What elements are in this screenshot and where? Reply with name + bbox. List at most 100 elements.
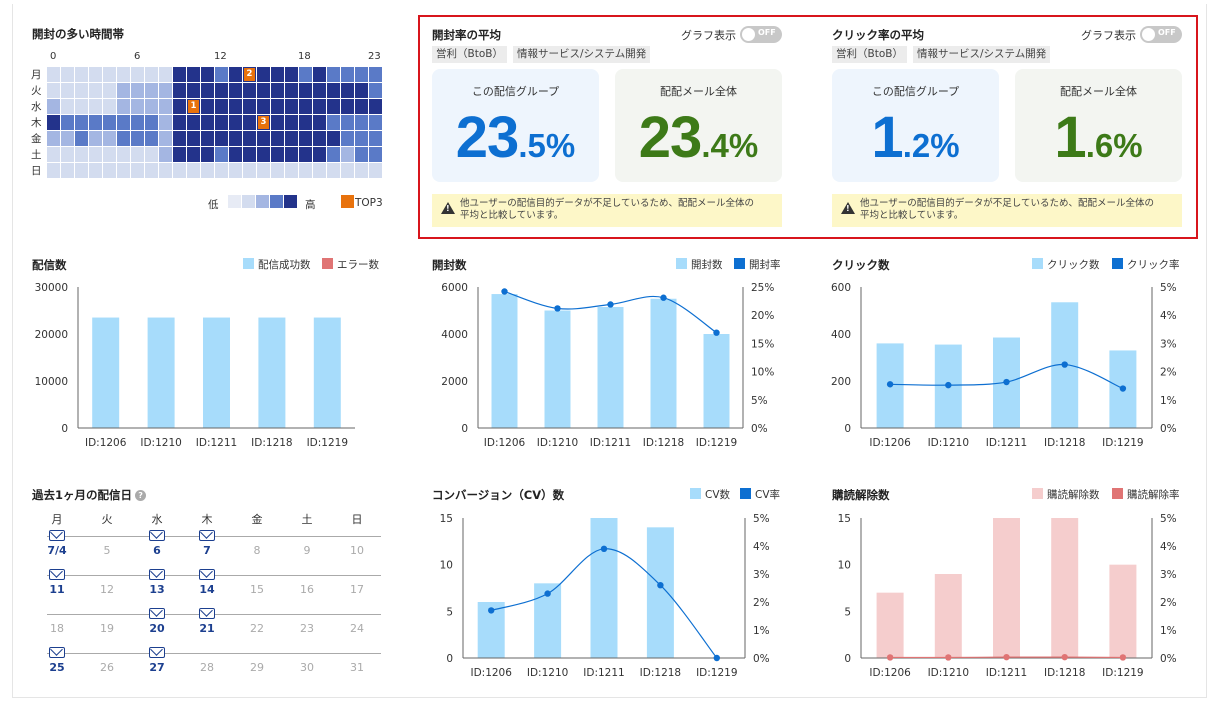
bar <box>650 298 677 428</box>
heatmap-cell <box>145 131 158 146</box>
card-label: 配配メール全体 <box>660 85 737 98</box>
calendar-day[interactable]: 6 <box>153 544 161 557</box>
calendar-day[interactable]: 7/4 <box>47 544 67 557</box>
industry-tag: 情報サービス/システム開発 <box>913 46 1051 63</box>
open-all-card: 配配メール全体 23.4% <box>615 69 782 182</box>
y-tick-label: 2000 <box>441 376 468 388</box>
heatmap-cell <box>47 99 60 114</box>
heatmap-cell <box>131 83 144 98</box>
y-tick-label: 0 <box>844 423 851 435</box>
heatmap-cell <box>89 131 102 146</box>
click-graph-toggle[interactable]: OFF <box>1140 26 1182 43</box>
heatmap-cell <box>145 147 158 162</box>
rate-point <box>945 654 952 661</box>
calendar-day: 8 <box>253 544 261 557</box>
calendar-day: 10 <box>350 544 364 557</box>
calendar-day[interactable]: 13 <box>149 583 165 596</box>
calendar-day[interactable]: 20 <box>149 622 165 635</box>
heatmap-cell <box>215 147 228 162</box>
y-tick-label: 30000 <box>35 282 68 294</box>
x-tick-label: ID:1211 <box>590 437 631 449</box>
card-label: この配信グループ <box>471 85 560 98</box>
x-tick-label: ID:1211 <box>583 667 624 679</box>
y2-tick-label: 3% <box>1160 569 1177 581</box>
cv-chart: 0 5 10 15 0% 1% 2% 3% 4% 5% ID:1206 ID:1210 ID:1211 I… <box>440 513 770 679</box>
y2-tick-label: 5% <box>1160 282 1177 294</box>
calendar-weekday: 水 <box>151 513 163 526</box>
heatmap-cell <box>285 131 298 146</box>
heatmap-cell <box>75 131 88 146</box>
heatmap-cell <box>75 115 88 130</box>
y2-tick-label: 2% <box>1160 367 1177 379</box>
open-group-card: この配信グループ 23.5% <box>432 69 599 182</box>
bar <box>147 317 175 428</box>
mail-icon[interactable] <box>199 530 215 541</box>
warning-icon <box>441 202 455 215</box>
heatmap-cell <box>271 131 284 146</box>
x-tick-label: ID:1218 <box>643 437 684 449</box>
help-icon[interactable]: ? <box>135 490 147 501</box>
mail-icon[interactable] <box>49 569 65 580</box>
heatmap-cell <box>187 115 200 130</box>
y-tick-label: 0 <box>844 653 851 665</box>
heatmap-cell <box>117 147 130 162</box>
x-tick-label: ID:1219 <box>696 667 737 679</box>
y-tick-label: 5 <box>446 606 453 618</box>
mail-icon[interactable] <box>149 530 165 541</box>
calendar-day[interactable]: 14 <box>199 583 215 596</box>
heatmap-cell <box>327 83 340 98</box>
heatmap-cell <box>369 115 382 130</box>
click-all-card: 配配メール全体 1.6% <box>1015 69 1182 182</box>
heatmap-cell <box>243 131 256 146</box>
x-tick-label: ID:1219 <box>307 437 348 449</box>
x-tick-label: ID:1210 <box>537 437 578 449</box>
y2-tick-label: 0% <box>1160 653 1177 665</box>
y2-tick-label: 4% <box>1160 541 1177 553</box>
heatmap-title: 開封の多い時間帯 <box>32 27 124 41</box>
toggle-text: OFF <box>1158 28 1176 37</box>
calendar-weekday: 金 <box>251 513 263 526</box>
heatmap-cell <box>159 115 172 130</box>
heatmap-cell <box>271 163 284 178</box>
x-tick-label: ID:1211 <box>986 437 1027 449</box>
mail-icon[interactable] <box>149 569 165 580</box>
heatmap-cell <box>61 163 74 178</box>
y-tick-label: 15 <box>440 513 453 525</box>
heatmap-cell <box>327 115 340 130</box>
calendar-day[interactable]: 25 <box>49 661 65 674</box>
heatmap-cell <box>201 115 214 130</box>
toggle-knob <box>742 28 755 41</box>
heatmap-cell <box>159 99 172 114</box>
calendar-day[interactable]: 27 <box>149 661 165 674</box>
mail-icon[interactable] <box>149 608 165 619</box>
heatmap-cell <box>159 67 172 82</box>
heatmap-cell <box>313 163 326 178</box>
calendar-day[interactable]: 7 <box>203 544 211 557</box>
heatmap-cell <box>257 67 270 82</box>
legend-level-swatch <box>284 195 297 208</box>
legend-item: CV数 <box>690 487 730 502</box>
bar <box>934 574 962 658</box>
heatmap-cell <box>257 163 270 178</box>
heatmap-cell <box>187 83 200 98</box>
y-tick-label: 20000 <box>35 329 68 341</box>
calendar-day[interactable]: 11 <box>49 583 65 596</box>
heatmap-cell <box>257 83 270 98</box>
open-graph-toggle[interactable]: OFF <box>740 26 782 43</box>
heatmap-cell <box>215 67 228 82</box>
heatmap-cell <box>341 67 354 82</box>
mail-icon[interactable] <box>49 647 65 658</box>
y2-tick-label: 5% <box>751 395 768 407</box>
mail-icon[interactable] <box>199 608 215 619</box>
hour-label: 0 <box>50 51 57 62</box>
mail-icon[interactable] <box>149 647 165 658</box>
heatmap-cell <box>117 163 130 178</box>
calendar-day[interactable]: 21 <box>199 622 215 635</box>
x-tick-label: ID:1210 <box>527 667 568 679</box>
heatmap-day-label: 火 <box>31 85 42 97</box>
legend-item: 配信成功数 <box>243 257 311 272</box>
mail-icon[interactable] <box>199 569 215 580</box>
mail-icon[interactable] <box>49 530 65 541</box>
y-tick-label: 400 <box>831 329 851 341</box>
heatmap-cell <box>341 163 354 178</box>
